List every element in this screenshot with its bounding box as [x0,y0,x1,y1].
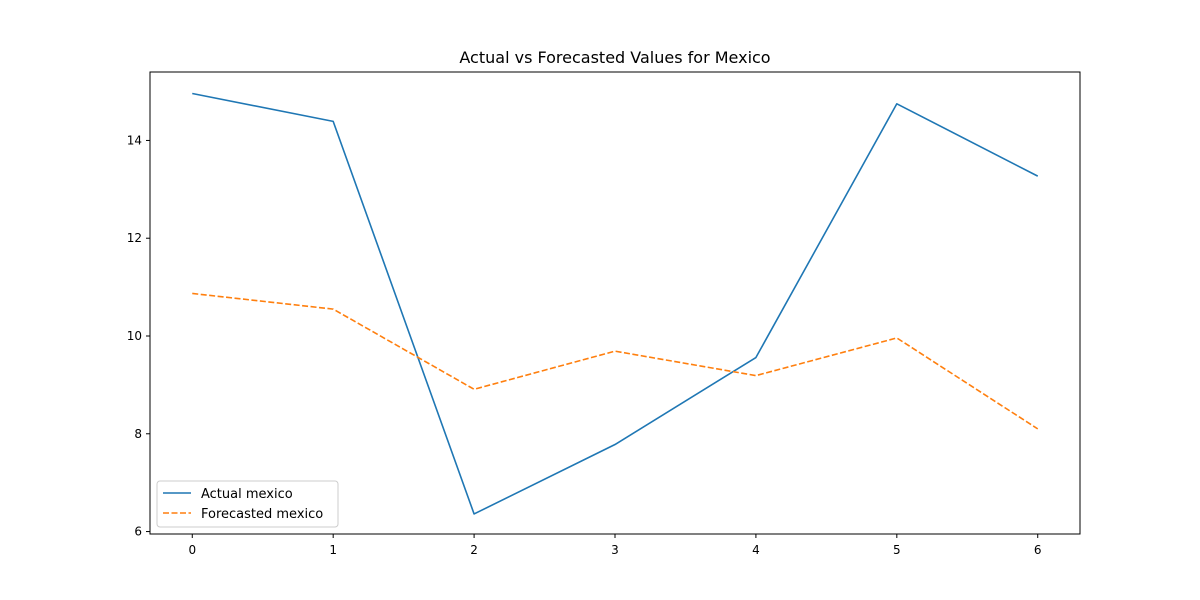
chart-title: Actual vs Forecasted Values for Mexico [459,48,770,67]
series-layer [192,92,1039,515]
y-tick-label: 10 [127,329,142,343]
x-tick-label: 4 [752,543,760,557]
y-tick-label: 14 [127,133,142,147]
plot-area [150,72,1080,534]
x-tick-label: 5 [893,543,901,557]
y-tick-label: 12 [127,231,142,245]
legend-label: Actual mexico [201,487,293,502]
x-tick-label: 3 [611,543,619,557]
x-tick-label: 0 [188,543,196,557]
x-tick-label: 6 [1034,543,1042,557]
x-tick-label: 1 [329,543,337,557]
legend-box [156,480,339,528]
x-tick-label: 2 [470,543,478,557]
plot-frame [149,71,1081,535]
y-tick-label: 6 [134,525,142,539]
y-tick-label: 8 [134,427,142,441]
legend: Actual mexico Forecasted mexico [156,480,339,528]
legend-label: Forecasted mexico [201,507,323,522]
